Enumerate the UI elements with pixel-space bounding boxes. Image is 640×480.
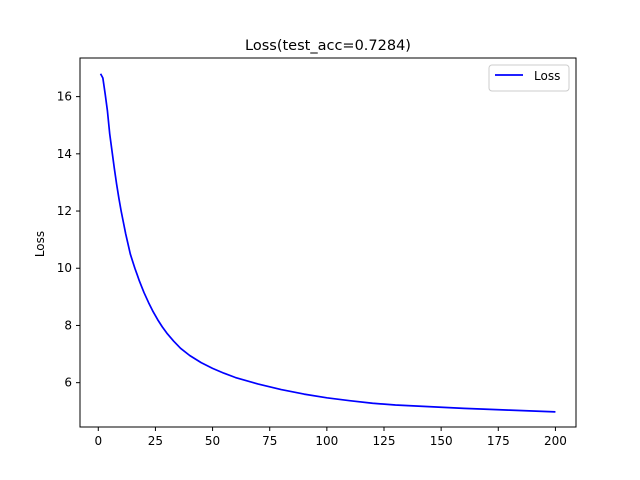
x-tick-label: 100 bbox=[315, 434, 338, 448]
y-tick-label: 16 bbox=[57, 90, 72, 104]
x-tick-label: 125 bbox=[373, 434, 396, 448]
series-layer bbox=[99, 73, 556, 413]
y-axis-label: Loss bbox=[33, 231, 47, 257]
y-tick-label: 12 bbox=[57, 204, 72, 218]
y-tick-label: 6 bbox=[64, 376, 72, 390]
x-tick-label: 175 bbox=[487, 434, 510, 448]
chart-title: Loss(test_acc=0.7284) bbox=[245, 38, 411, 54]
legend: Loss bbox=[488, 64, 570, 92]
plot-area-frame bbox=[79, 57, 577, 428]
x-tick-label: 200 bbox=[544, 434, 567, 448]
legend-label-loss: Loss bbox=[534, 69, 560, 83]
x-tick-label: 150 bbox=[430, 434, 453, 448]
series-line-loss bbox=[99, 73, 556, 413]
x-tick-label: 0 bbox=[94, 434, 102, 448]
x-tick-label: 25 bbox=[148, 434, 163, 448]
x-tick-label: 50 bbox=[205, 434, 220, 448]
y-tick-label: 8 bbox=[64, 318, 72, 332]
legend-box bbox=[488, 64, 570, 92]
y-tick-label: 14 bbox=[57, 147, 72, 161]
x-tick-label: 75 bbox=[262, 434, 277, 448]
axis-ticks: 0 25 50 75 100 125 150 175 200 6 8 10 12 14 16 bbox=[57, 90, 567, 448]
y-tick-label: 10 bbox=[57, 261, 72, 275]
